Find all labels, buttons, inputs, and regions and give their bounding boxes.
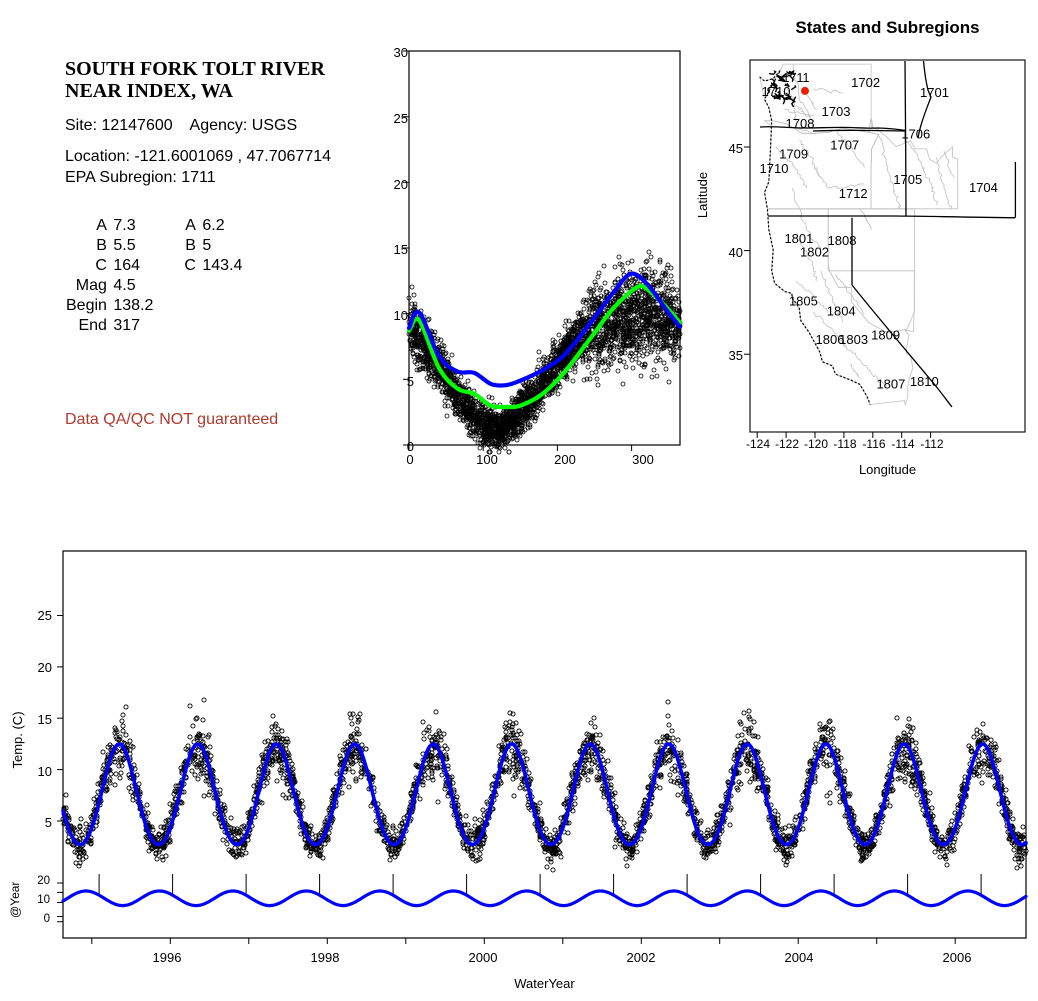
svg-text:1709: 1709 [779,147,808,162]
svg-text:1710: 1710 [760,161,789,176]
svg-text:1711: 1711 [783,71,810,85]
svg-text:1704: 1704 [969,180,998,195]
svg-text:1810: 1810 [910,374,939,389]
svg-text:1807: 1807 [876,376,905,391]
svg-text:1805: 1805 [789,293,818,308]
svg-text:1706: 1706 [901,127,930,142]
svg-text:1804: 1804 [827,304,856,319]
svg-text:1809: 1809 [871,328,900,343]
svg-text:1808: 1808 [828,233,857,248]
svg-text:1802: 1802 [800,244,829,259]
svg-text:1710: 1710 [762,84,791,99]
svg-text:1703: 1703 [822,104,851,119]
svg-text:1708: 1708 [786,116,815,131]
svg-text:1707: 1707 [830,138,859,153]
svg-text:1712: 1712 [839,186,868,201]
svg-text:1705: 1705 [893,172,922,187]
svg-text:1701: 1701 [920,85,949,100]
svg-text:1702: 1702 [851,75,880,90]
svg-text:1803: 1803 [839,332,868,347]
